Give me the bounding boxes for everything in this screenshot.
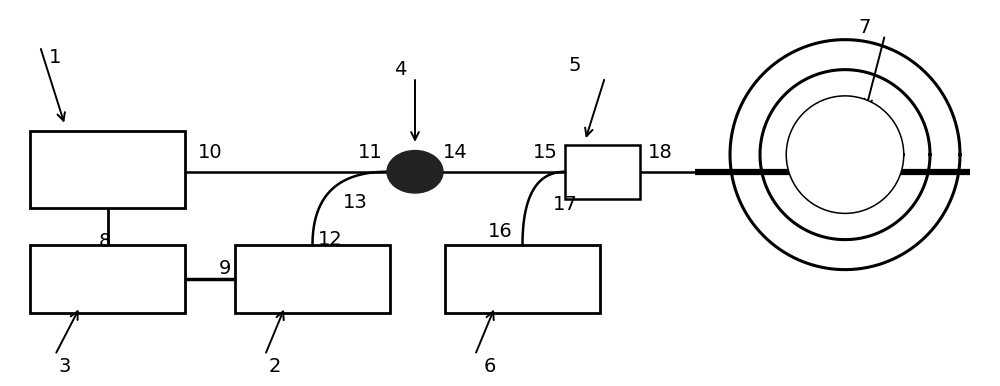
Text: 7: 7: [859, 17, 871, 37]
Text: 17: 17: [553, 195, 577, 214]
Text: 3: 3: [59, 357, 71, 376]
Text: 14: 14: [443, 143, 467, 162]
Text: 18: 18: [648, 143, 672, 162]
Text: 2: 2: [269, 357, 281, 376]
Text: 13: 13: [343, 193, 367, 212]
Text: 4: 4: [394, 60, 406, 79]
Text: 16: 16: [488, 222, 512, 241]
Bar: [565, 145, 640, 199]
Text: 5: 5: [569, 56, 581, 75]
Bar: [30, 245, 185, 313]
Text: 12: 12: [318, 230, 342, 249]
Bar: [235, 245, 390, 313]
Text: 8: 8: [99, 232, 111, 251]
Text: 10: 10: [198, 143, 222, 162]
Text: 1: 1: [49, 48, 61, 68]
Ellipse shape: [387, 151, 443, 193]
Text: 15: 15: [533, 143, 557, 162]
Text: 6: 6: [484, 357, 496, 376]
Text: 11: 11: [358, 143, 382, 162]
Ellipse shape: [787, 96, 903, 213]
Bar: [30, 131, 185, 208]
Bar: [445, 245, 600, 313]
Text: 9: 9: [219, 259, 231, 278]
